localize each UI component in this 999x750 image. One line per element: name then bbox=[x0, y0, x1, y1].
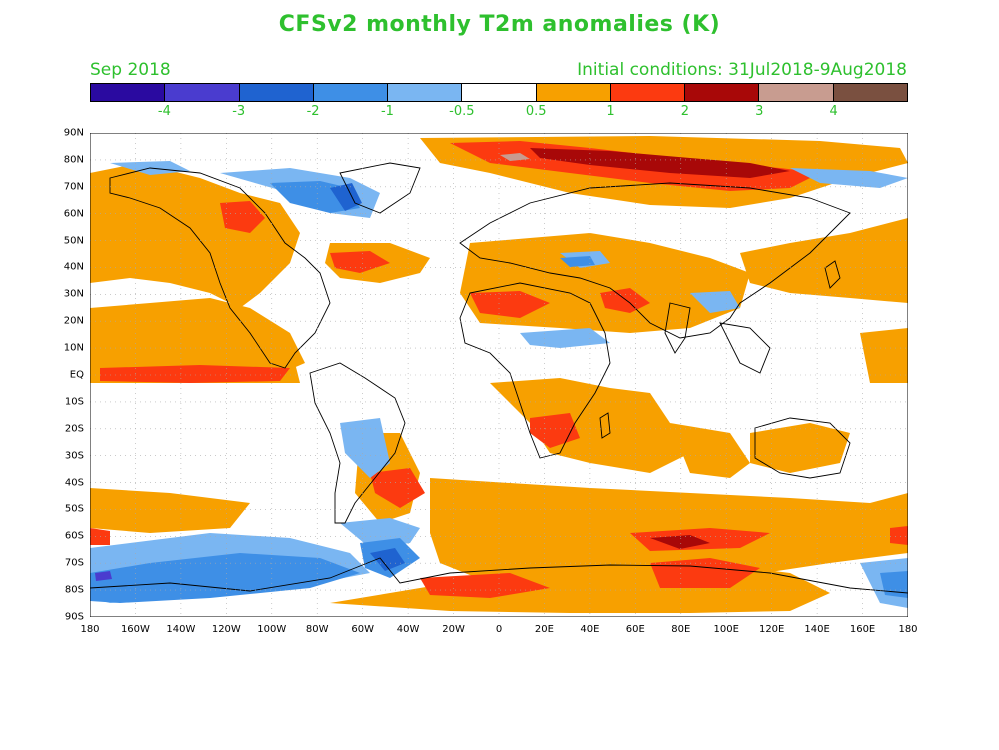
initial-conditions: Initial conditions: 31Jul2018-9Aug2018 bbox=[577, 60, 907, 80]
forecast-month: Sep 2018 bbox=[90, 60, 171, 80]
longitude-label: 20W bbox=[442, 624, 465, 635]
colorbar-tick-label: -4 bbox=[157, 104, 171, 119]
anomaly-layer-darkred bbox=[530, 148, 790, 549]
anomaly-layer-violet bbox=[95, 571, 112, 581]
longitude-label: 20E bbox=[534, 624, 554, 635]
latitude-label: 60N bbox=[63, 208, 84, 220]
latitude-label: 50S bbox=[64, 503, 84, 515]
colorbar-tick-label: -2 bbox=[306, 104, 320, 119]
coastlines bbox=[90, 162, 908, 594]
colorbar-tick-label: 0.5 bbox=[525, 104, 547, 119]
longitude-label: 100E bbox=[713, 624, 739, 635]
colorbar-segment bbox=[685, 84, 760, 101]
longitude-label: 160E bbox=[849, 624, 876, 635]
longitude-label: 160W bbox=[120, 624, 150, 635]
map-title: CFSv2 monthly T2m anomalies (K) bbox=[278, 12, 721, 37]
longitude-label: 120E bbox=[758, 624, 785, 635]
longitude-label: 140W bbox=[166, 624, 196, 635]
latitude-label: 70N bbox=[63, 181, 84, 193]
longitude-label: 40E bbox=[580, 624, 600, 635]
colorbar-tick-label: 2 bbox=[680, 104, 690, 119]
colorbar-segment bbox=[165, 84, 240, 101]
longitude-label: 180 bbox=[80, 624, 100, 635]
colorbar-tick-label: 1 bbox=[606, 104, 615, 119]
colorbar-segment bbox=[759, 84, 834, 101]
latitude-label: 10N bbox=[63, 342, 84, 354]
longitude-label: 0 bbox=[495, 624, 503, 635]
colorbar-tick-label: -3 bbox=[232, 104, 246, 119]
anomaly-layer-midblue bbox=[330, 183, 405, 571]
longitude-label: 80E bbox=[671, 624, 691, 635]
latitude-label: 70S bbox=[64, 557, 84, 569]
longitude-label: 180 bbox=[898, 624, 918, 635]
anomaly-map bbox=[90, 133, 908, 617]
longitude-label: 60E bbox=[625, 624, 645, 635]
latitude-label: 80S bbox=[64, 584, 84, 596]
latitude-label: 30S bbox=[64, 450, 84, 462]
graticule bbox=[90, 133, 908, 617]
latitude-label: 90N bbox=[63, 127, 84, 139]
latitude-label: 60S bbox=[64, 530, 84, 542]
latitude-label: 30N bbox=[63, 288, 84, 300]
latitude-label: 40N bbox=[63, 261, 84, 273]
latitude-label: 50N bbox=[63, 235, 84, 247]
anomaly-layer-pink bbox=[500, 153, 530, 161]
longitude-label: 140E bbox=[804, 624, 830, 635]
latitude-label: 20S bbox=[64, 423, 84, 435]
colorbar-segment bbox=[833, 84, 907, 101]
colorbar-segment bbox=[388, 84, 463, 101]
latitude-label: 10S bbox=[64, 396, 84, 408]
latitude-label: EQ bbox=[69, 369, 84, 381]
latitude-label: 20N bbox=[63, 315, 84, 327]
longitude-label: 100W bbox=[257, 624, 287, 635]
colorbar-segment bbox=[610, 84, 686, 101]
latitude-label: 40S bbox=[64, 477, 84, 489]
longitude-label: 40W bbox=[396, 624, 420, 635]
latitude-label: 90S bbox=[64, 611, 84, 623]
longitude-label: 60W bbox=[351, 624, 374, 635]
colorbar-tick-label: 4 bbox=[829, 104, 838, 119]
longitude-label: 120W bbox=[211, 624, 241, 635]
colorbar-tick-label: 3 bbox=[755, 104, 764, 119]
colorbar-tick-label: -1 bbox=[380, 104, 394, 119]
colorbar-segment bbox=[536, 84, 611, 101]
colorbar-segment bbox=[462, 84, 537, 101]
colorbar bbox=[90, 83, 908, 102]
longitude-label: 80W bbox=[305, 624, 329, 635]
colorbar-tick-label: -0.5 bbox=[449, 104, 475, 119]
colorbar-segment bbox=[239, 84, 314, 101]
colorbar-segment bbox=[91, 84, 166, 101]
colorbar-segment bbox=[313, 84, 389, 101]
latitude-label: 80N bbox=[63, 154, 84, 166]
